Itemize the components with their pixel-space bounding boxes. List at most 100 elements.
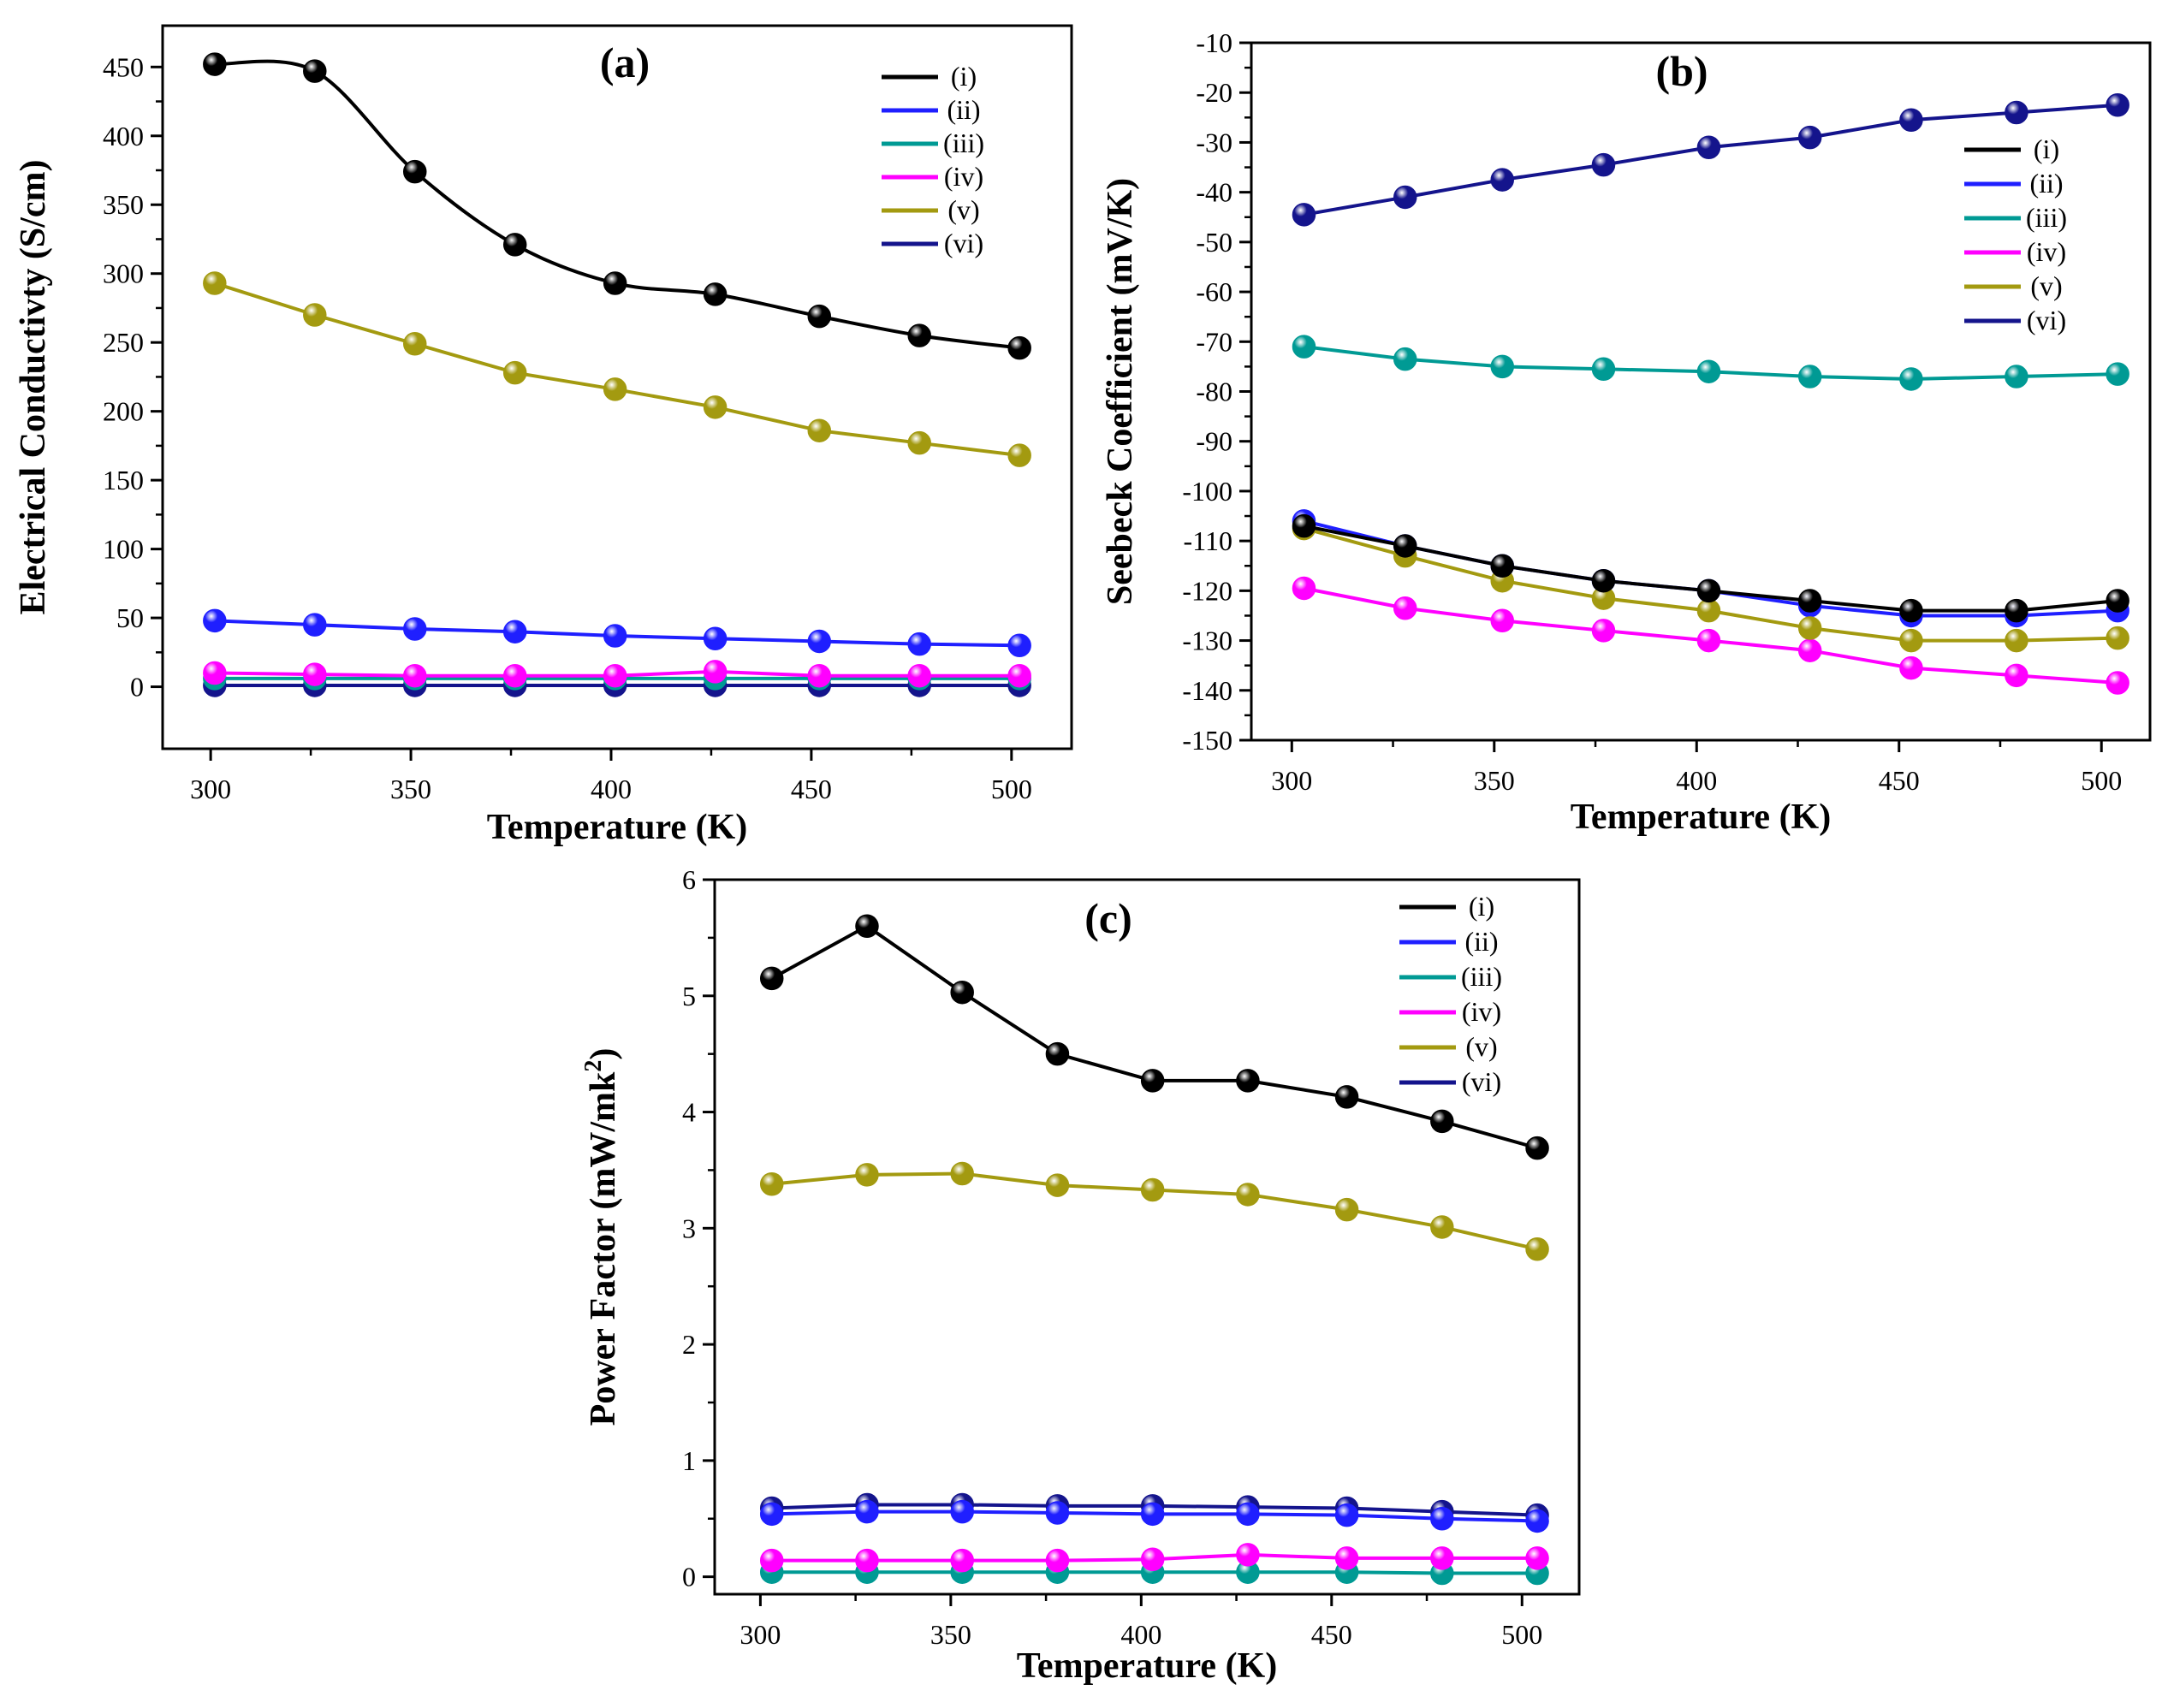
data-point-series-2-2: [855, 1499, 879, 1524]
data-point-series-1-5: [603, 271, 627, 295]
data-point-series-5-2: [855, 1163, 879, 1187]
data-point-series-5-4: [1045, 1173, 1070, 1197]
data-point-series-4-9: [1525, 1546, 1549, 1570]
data-point-series-5-7: [807, 418, 832, 442]
data-point-series-4-5: [1696, 628, 1721, 653]
data-point-series-5-9: [1525, 1237, 1549, 1261]
legend-label-5: (v): [947, 194, 979, 225]
data-point-series-2-5: [1140, 1502, 1165, 1527]
y-tick-label: -50: [1196, 227, 1232, 258]
data-point-series-5-3: [950, 1161, 974, 1186]
data-point-series-1-8: [907, 323, 931, 347]
data-point-series-1-9: [1007, 335, 1031, 360]
data-point-series-4-4: [1591, 619, 1616, 643]
y-tick-label: 150: [103, 465, 144, 495]
data-point-series-4-1: [203, 661, 227, 685]
data-point-series-3-8: [2005, 365, 2028, 388]
data-point-series-1-3: [1490, 554, 1514, 578]
y-tick-label: -140: [1182, 675, 1232, 706]
data-point-series-3-4: [1591, 357, 1616, 382]
data-point-series-4-2: [1393, 596, 1417, 620]
data-point-series-6-7: [1899, 108, 1923, 132]
data-point-series-4-3: [950, 1548, 974, 1573]
y-tick-label: 350: [103, 189, 144, 220]
y-tick-label: 50: [116, 602, 144, 633]
y-axis-title-superscript: 2: [580, 1060, 607, 1072]
data-point-series-2-5: [603, 624, 627, 648]
data-point-series-4-2: [303, 662, 327, 686]
legend-label-5: (v): [1465, 1031, 1497, 1062]
x-axis-title: Temperature (K): [1017, 1646, 1277, 1686]
x-tick-label: 350: [390, 774, 431, 804]
data-point-series-4-4: [1045, 1548, 1070, 1573]
y-tick-label: -110: [1184, 525, 1232, 556]
data-point-series-5-8: [1430, 1215, 1454, 1239]
y-tick-label: 3: [682, 1213, 696, 1243]
data-point-series-5-7: [1334, 1197, 1359, 1222]
y-tick-label: -150: [1182, 725, 1232, 756]
y-tick-label: -40: [1196, 177, 1232, 208]
legend-label-4: (iv): [944, 161, 983, 192]
data-point-series-6-8: [2005, 100, 2028, 125]
data-point-series-5-4: [502, 360, 527, 385]
x-tick-label: 400: [1676, 765, 1717, 796]
data-point-series-4-9: [2106, 671, 2129, 695]
y-tick-label: -10: [1196, 27, 1232, 58]
y-tick-label: 450: [103, 51, 144, 82]
legend-label-3: (iii): [2026, 202, 2067, 233]
data-point-series-1-1: [1292, 513, 1316, 538]
y-tick-label: 0: [130, 672, 144, 703]
data-point-series-5-6: [1236, 1183, 1260, 1207]
data-point-series-1-4: [1591, 568, 1616, 593]
y-axis-title-text: Electrical Conductivty (S/cm): [14, 160, 53, 615]
data-point-series-2-6: [1236, 1502, 1260, 1527]
data-point-series-3-2: [1393, 347, 1417, 371]
y-axis-title-tail: ): [584, 1048, 623, 1060]
y-tick-label: 250: [103, 327, 144, 358]
data-point-series-6-9: [2106, 93, 2129, 117]
data-point-series-4-8: [907, 663, 931, 688]
x-tick-label: 300: [739, 1619, 781, 1650]
data-point-series-2-6: [703, 626, 728, 650]
y-axis-title: Electrical Conductivty (S/cm): [14, 160, 53, 615]
data-point-series-1-9: [1525, 1136, 1549, 1160]
data-point-series-5-2: [303, 303, 327, 327]
data-point-series-1-6: [1797, 589, 1822, 613]
data-point-series-5-8: [907, 430, 931, 455]
data-point-series-1-1: [759, 966, 784, 991]
data-point-series-5-6: [703, 395, 728, 419]
data-point-series-2-2: [303, 613, 327, 637]
series-line-1: [770, 923, 1538, 1150]
y-tick-label: 300: [103, 258, 144, 289]
x-axis-title: Temperature (K): [487, 808, 747, 847]
data-point-series-4-8: [2005, 663, 2028, 688]
y-tick-label: 4: [682, 1097, 696, 1128]
data-point-series-5-6: [1797, 616, 1822, 640]
data-point-series-5-5: [1696, 598, 1721, 623]
series-line-6: [1304, 103, 2118, 216]
x-tick-label: 500: [991, 774, 1032, 804]
data-point-series-1-2: [1393, 534, 1417, 558]
data-point-series-2-3: [402, 617, 427, 641]
legend-label-4: (iv): [1462, 996, 1501, 1027]
plot-frame: [713, 878, 1581, 1596]
panel-b-seebeck-coefficient-chart: 300 350 400 450 500 -150 -140 -130 -120 -110 -100 -…: [1101, 27, 2152, 837]
data-point-series-4-9: [1007, 663, 1031, 688]
data-point-series-1-4: [502, 233, 527, 257]
data-point-series-1-7: [807, 304, 832, 329]
data-point-series-4-7: [1899, 655, 1923, 680]
legend-label-1: (i): [2034, 133, 2059, 164]
x-tick-label: 500: [2081, 765, 2122, 796]
data-point-series-1-1: [203, 52, 227, 76]
data-point-series-5-7: [1899, 628, 1923, 653]
data-point-series-2-7: [1334, 1503, 1359, 1527]
y-tick-label: 1: [682, 1445, 696, 1476]
y-axis-title-text: Power Factor (mW/mk: [584, 1071, 623, 1426]
data-point-series-1-7: [1899, 598, 1923, 623]
data-point-series-2-4: [1045, 1501, 1070, 1525]
data-point-series-6-3: [1490, 168, 1514, 192]
y-tick-label: 5: [682, 981, 696, 1011]
data-point-series-5-9: [1007, 443, 1031, 467]
legend-label-6: (vi): [2027, 305, 2066, 335]
data-point-series-1-2: [855, 914, 879, 939]
